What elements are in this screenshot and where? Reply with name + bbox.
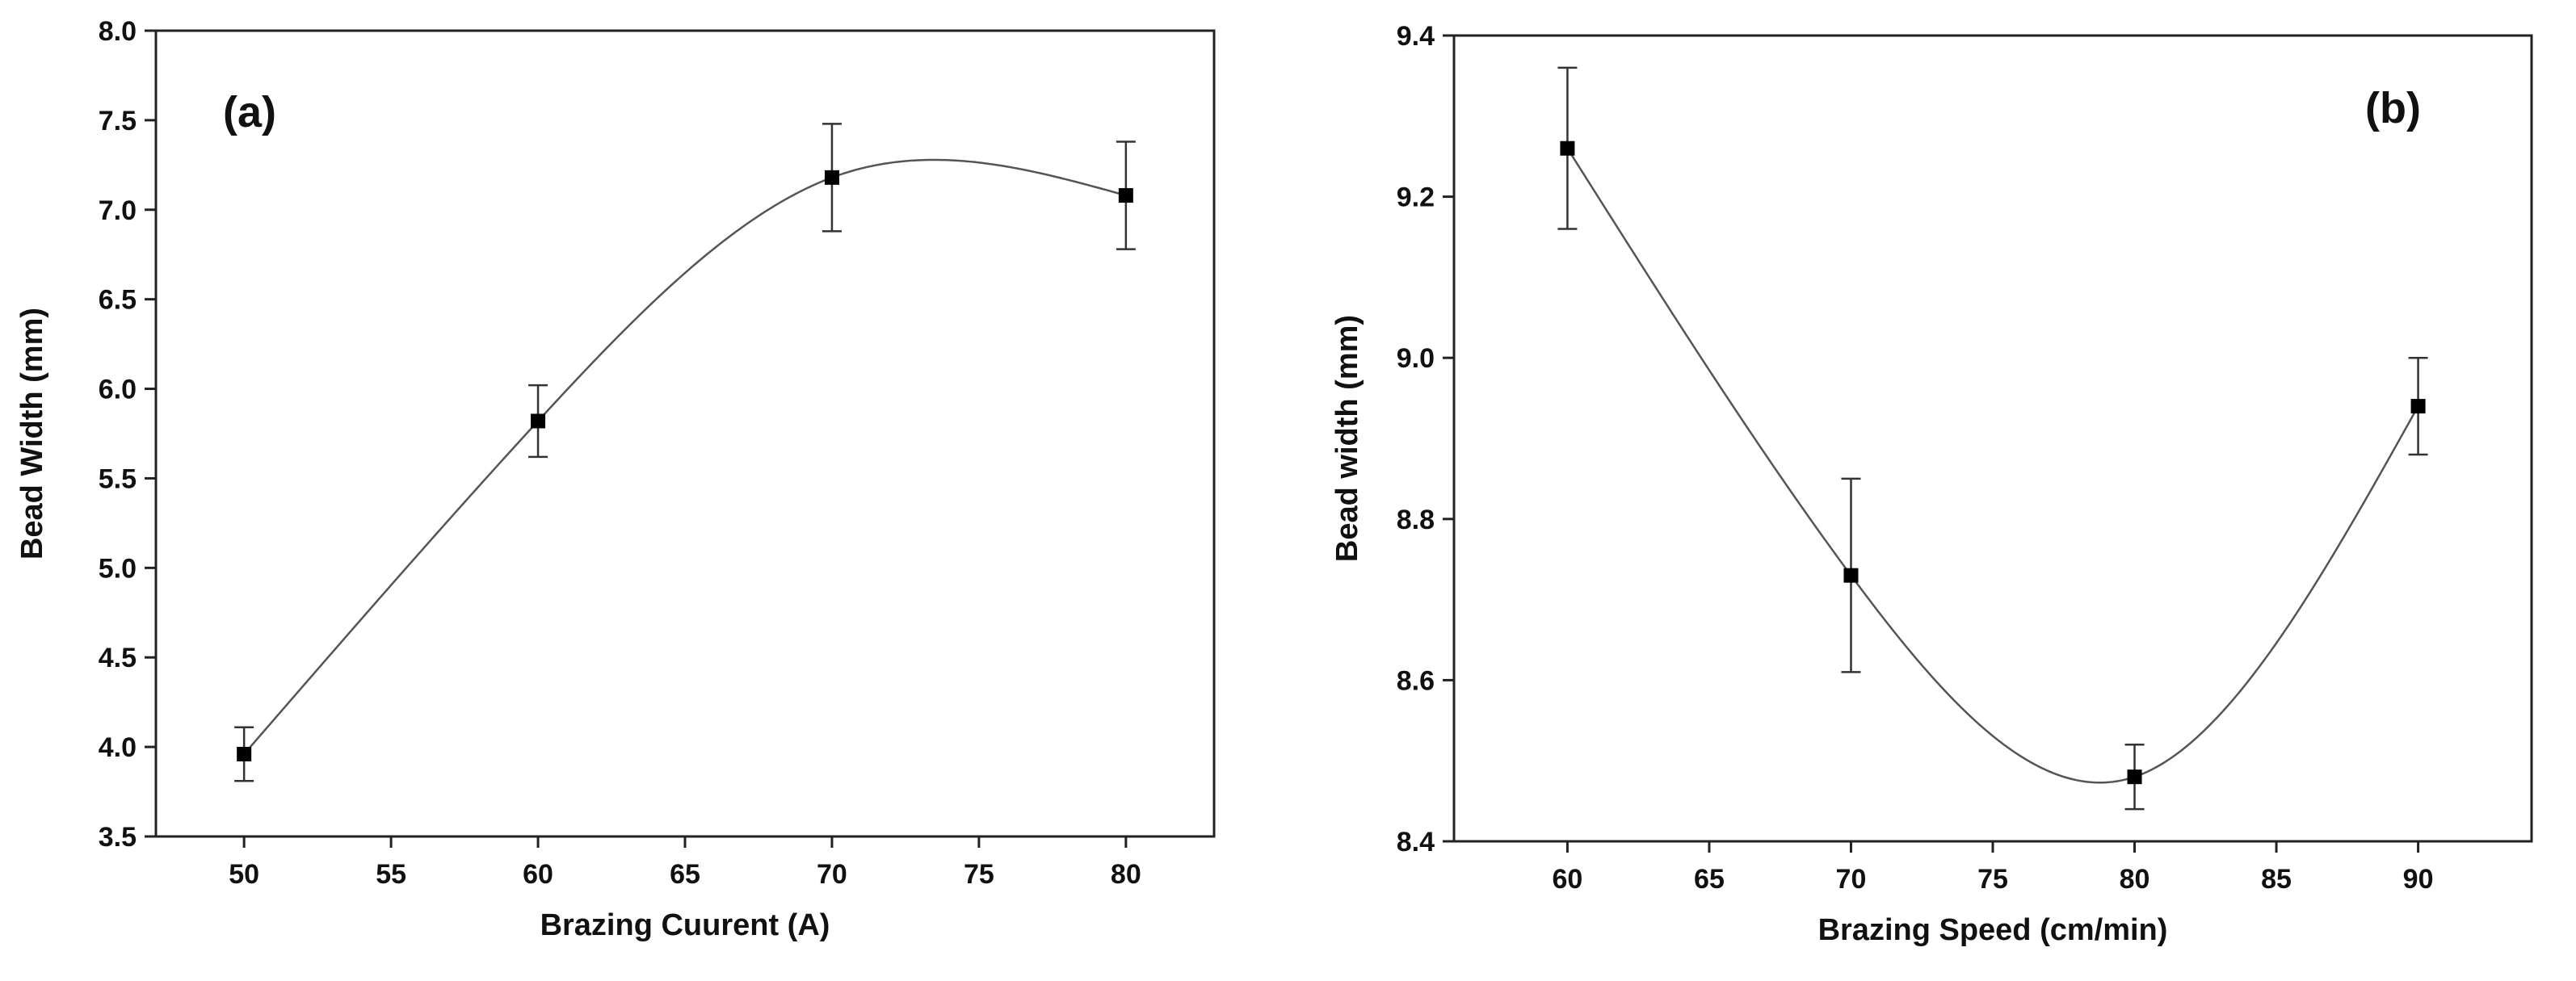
y-tick-label: 7.5 [99, 106, 137, 136]
x-tick-label: 80 [1111, 859, 1141, 890]
x-tick-label: 60 [1553, 864, 1583, 895]
plot-frame [154, 29, 1216, 838]
y-tick-label: 6.0 [99, 375, 137, 405]
panel-label: (a) [223, 88, 276, 136]
x-tick-label: 75 [1977, 864, 2008, 895]
y-tick-label: 8.6 [1397, 665, 1435, 696]
x-tick-label: 85 [2261, 864, 2292, 895]
y-tick-label: 8.8 [1397, 505, 1435, 535]
y-tick-label: 5.5 [99, 463, 137, 494]
panel-label: (b) [2365, 84, 2421, 132]
x-axis-title: Brazing Speed (cm/min) [1818, 913, 2168, 947]
y-tick-label: 9.0 [1397, 343, 1435, 374]
x-tick-label: 75 [964, 859, 994, 890]
x-tick-label: 90 [2403, 864, 2434, 895]
chart-panel-a: 50 55 60 65 70 75 80 3.5 4.0 4.5 5.0 5.5 6.0 6.5 7.0 7.… [15, 16, 1216, 942]
data-point [237, 746, 252, 761]
y-tick-label: 4.0 [99, 732, 137, 763]
x-tick-label: 70 [1836, 864, 1867, 895]
data-point [2127, 769, 2142, 785]
plot-frame [1452, 34, 2533, 843]
x-tick-label: 65 [670, 859, 700, 890]
fit-curve [1566, 148, 2419, 784]
x-tick-label: 65 [1694, 864, 1725, 895]
x-tick-label: 80 [2120, 864, 2150, 895]
data-point [1560, 140, 1575, 156]
chart-panel-b: 60 65 70 75 80 85 90 8.4 8.6 8.8 9.0 9.2 9.4 Brazing … [1330, 21, 2533, 947]
x-tick-label: 55 [376, 859, 406, 890]
y-tick-label: 9.2 [1397, 182, 1435, 213]
x-tick-label: 70 [817, 859, 847, 890]
x-tick-label: 60 [523, 859, 553, 890]
y-tick-label: 8.0 [99, 16, 137, 47]
y-tick-label: 4.5 [99, 643, 137, 673]
data-point [1843, 568, 1859, 583]
y-axis-title: Bead Width (mm) [15, 308, 49, 560]
y-tick-label: 8.4 [1397, 827, 1435, 857]
y-tick-label: 6.5 [99, 285, 137, 316]
y-tick-label: 9.4 [1397, 21, 1435, 52]
data-point [1118, 188, 1133, 203]
x-axis-title: Brazing Cuurent (A) [540, 908, 830, 942]
data-point [531, 413, 546, 429]
data-point [2410, 399, 2426, 414]
y-axis-title: Bead width (mm) [1330, 315, 1364, 562]
y-tick-label: 7.0 [99, 195, 137, 226]
y-tick-label: 5.0 [99, 553, 137, 584]
x-tick-label: 50 [229, 859, 259, 890]
y-tick-label: 3.5 [99, 822, 137, 853]
data-point [824, 170, 839, 185]
fit-curve [243, 158, 1127, 755]
